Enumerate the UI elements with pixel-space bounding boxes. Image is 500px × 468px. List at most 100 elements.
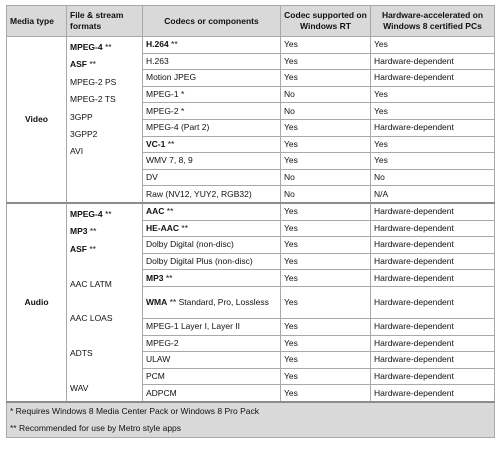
audio-codec-cell: WMA ** Standard, Pro, Lossless <box>142 285 281 319</box>
audio-rt-cell: Yes <box>280 384 371 403</box>
video-table-row: VC-1 ** Yes Yes <box>7 135 495 154</box>
codec-name: Raw (NV12, YUY2, RGB32) <box>146 188 252 199</box>
audio-format-item <box>70 258 139 275</box>
codec-mark: ** <box>164 206 174 217</box>
codec-name: WMA <box>146 296 168 307</box>
video-hw-cell: No <box>370 168 495 187</box>
audio-rt-cell: Yes <box>280 317 371 336</box>
video-hw-cell: Yes <box>370 102 495 120</box>
video-codec-cell: H.263 <box>142 52 281 71</box>
video-table-row: DV No No <box>7 168 495 187</box>
video-hw-cell: Yes <box>370 152 495 170</box>
video-media-type: Video <box>6 35 67 204</box>
audio-codec-cell: ADPCM <box>142 384 281 403</box>
video-format-item: MPEG-4 ** <box>70 39 139 56</box>
video-section: Video MPEG-4 ** ASF ** MPEG-2 PS MPEG-2 TS 3G… <box>6 35 495 204</box>
audio-format-item <box>70 328 139 345</box>
video-codec-cell: H.264 ** <box>142 36 281 54</box>
codec-support-table: Media type File & stream formats Codecs … <box>6 5 495 438</box>
codec-name: DV <box>146 172 158 183</box>
audio-hw-cell: Hardware-dependent <box>370 384 495 403</box>
codec-name: MPEG-1 Layer I, Layer II <box>146 321 241 332</box>
audio-codec-cell: ULAW <box>142 351 281 369</box>
codec-name: ADPCM <box>146 387 177 398</box>
codec-mark: * <box>178 105 185 116</box>
audio-format-item: AAC LOAS <box>70 310 139 327</box>
video-formats-cell: MPEG-4 ** ASF ** MPEG-2 PS MPEG-2 TS 3GPP 3GP… <box>66 35 143 204</box>
audio-hw-cell: Hardware-dependent <box>370 351 495 369</box>
format-name: AAC LOAS <box>70 313 113 324</box>
video-codec-cell: MPEG-2 * <box>142 102 281 120</box>
audio-formats-cell: MPEG-4 ** MP3 ** ASF ** AAC LATM AAC LOAS … <box>66 201 143 403</box>
codec-mark: ** <box>165 138 175 149</box>
video-codec-cell: Motion JPEG <box>142 69 281 87</box>
format-mark: ** <box>87 243 96 254</box>
video-rt-cell: Yes <box>280 69 371 87</box>
format-name: MPEG-2 PS <box>70 76 117 87</box>
codec-name: HE-AAC <box>146 222 180 233</box>
audio-format-item: MP3 ** <box>70 223 139 240</box>
format-name: AVI <box>70 146 84 157</box>
format-name: WAV <box>70 383 89 393</box>
codec-name: Dolby Digital (non-disc) <box>146 239 234 250</box>
codec-name: AAC <box>146 206 165 217</box>
video-format-item: 3GPP2 <box>70 126 139 143</box>
video-rt-cell: Yes <box>280 36 371 54</box>
video-format-item: AVI <box>70 143 139 160</box>
footnote-1: * Requires Windows 8 Media Center Pack o… <box>6 400 495 420</box>
format-mark: ** <box>87 226 97 237</box>
video-rt-cell: No <box>280 102 371 120</box>
audio-table-row: Audio MPEG-4 ** MP3 ** ASF ** AAC LATM AAC … <box>6 201 495 403</box>
format-name: ASF <box>70 243 87 254</box>
video-table-row: H.263 Yes Hardware-dependent <box>7 52 495 71</box>
format-name: MPEG-4 <box>70 208 103 219</box>
codec-mark: ** Standard, Pro, Lossless <box>167 296 269 307</box>
audio-codec-cell: Dolby Digital Plus (non-disc) <box>142 252 281 271</box>
audio-hw-cell: Hardware-dependent <box>370 285 495 319</box>
audio-rt-cell: Yes <box>280 219 371 238</box>
audio-table-row: MPEG-2 Yes Hardware-dependent <box>7 334 495 353</box>
header-hw-accel: Hardware-accelerated on Windows 8 certif… <box>370 5 495 37</box>
audio-rt-cell: Yes <box>280 334 371 353</box>
audio-hw-cell: Hardware-dependent <box>370 201 495 221</box>
audio-format-item <box>70 363 139 380</box>
codec-name: MPEG-2 <box>146 337 179 348</box>
audio-format-item: MPEG-4 ** <box>70 206 139 223</box>
audio-format-item: WAV <box>70 380 139 397</box>
audio-format-item: ADTS <box>70 345 139 362</box>
format-name: 3GPP2 <box>70 129 98 140</box>
codec-name: MP3 <box>146 272 164 283</box>
audio-codec-cell: HE-AAC ** <box>142 219 281 238</box>
video-format-item: 3GPP <box>70 109 139 126</box>
footnote-row: * Requires Windows 8 Media Center Pack o… <box>6 400 495 420</box>
audio-format-item <box>70 293 139 310</box>
video-rt-cell: Yes <box>280 152 371 170</box>
video-rt-cell: No <box>280 168 371 187</box>
video-codec-cell: DV <box>142 168 281 187</box>
audio-hw-cell: Hardware-dependent <box>370 334 495 353</box>
video-rt-cell: Yes <box>280 52 371 71</box>
codec-table-container: Media type File & stream formats Codecs … <box>6 5 495 463</box>
format-name: ADTS <box>70 348 93 359</box>
format-name: ASF <box>70 59 87 70</box>
video-rt-cell: Yes <box>280 118 371 137</box>
audio-rt-cell: Yes <box>280 351 371 369</box>
codec-name: WMV 7, 8, 9 <box>146 155 193 166</box>
video-table-row: Raw (NV12, YUY2, RGB32) No N/A <box>7 185 495 204</box>
video-table-row: MPEG-2 * No Yes <box>7 102 495 120</box>
codec-name: Dolby Digital Plus (non-disc) <box>146 256 253 267</box>
codec-name: VC-1 <box>146 138 166 149</box>
video-rt-cell: Yes <box>280 135 371 154</box>
video-table-row: WMV 7, 8, 9 Yes Yes <box>7 152 495 170</box>
audio-table-row: ULAW Yes Hardware-dependent <box>7 351 495 369</box>
codec-name: H.263 <box>146 55 169 66</box>
audio-rt-cell: Yes <box>280 252 371 271</box>
video-rt-cell: No <box>280 85 371 104</box>
codec-name: MPEG-1 <box>146 89 179 100</box>
audio-section: Audio MPEG-4 ** MP3 ** ASF ** AAC LATM AAC … <box>6 201 495 403</box>
audio-rt-cell: Yes <box>280 236 371 254</box>
video-codec-cell: WMV 7, 8, 9 <box>142 152 281 170</box>
footnotes: * Requires Windows 8 Media Center Pack o… <box>6 400 495 438</box>
audio-format-item: AAC LATM <box>70 276 139 293</box>
video-hw-cell: Yes <box>370 36 495 54</box>
